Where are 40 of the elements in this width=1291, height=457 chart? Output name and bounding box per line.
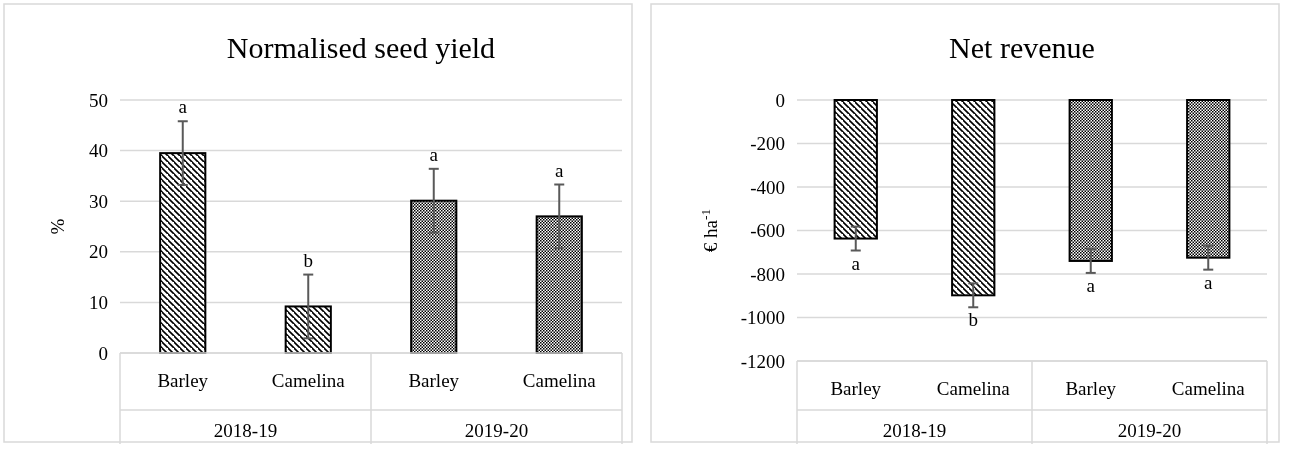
text: 2018-19 [882,420,947,441]
bar [159,152,207,354]
annotation: b [968,309,978,331]
x-tick-label: Camelina [522,370,597,391]
text: 2018-19 [213,420,278,441]
text: 2019-20 [464,420,529,441]
y-tick-label: -800 [750,263,785,285]
x-tick-label: Camelina [1171,378,1246,399]
y-axis-title: % [47,218,68,235]
annotation: a [178,96,188,118]
x-tick-label: Barley [408,370,460,391]
annotation: a [429,143,439,165]
annotation: a [1204,271,1214,293]
x-tick-label: Barley [157,370,209,391]
y-tick-label: 40 [89,140,108,162]
y-tick-label: 10 [89,292,108,314]
annotation: a [1086,275,1096,297]
x-tick-label: Barley [1065,378,1117,399]
x-tick-label: Camelina [271,370,346,391]
bar [535,215,583,354]
annotation: b [303,249,313,271]
chart-title: Normalised seed yield [226,31,496,64]
text: 2019-20 [1117,420,1182,441]
annotation: a [851,252,861,274]
chart-title: Net revenue [949,31,1095,64]
y-tick-label: 0 [98,342,108,364]
x-tick-label: Camelina [936,378,1011,399]
y-tick-label: -1200 [740,350,785,372]
y-tick-label: 20 [89,241,108,263]
y-tick-label: -1000 [740,307,785,329]
x-tick-label: Barley [830,378,882,399]
annotation: a [555,159,565,181]
y-tick-label: 0 [775,89,785,111]
bar [284,305,332,354]
y-tick-label: -400 [750,176,785,198]
y-tick-label: -200 [750,133,785,155]
bar [410,199,458,354]
y-tick-label: -600 [750,220,785,242]
y-tick-label: 50 [89,89,108,111]
y-tick-label: 30 [89,190,108,212]
